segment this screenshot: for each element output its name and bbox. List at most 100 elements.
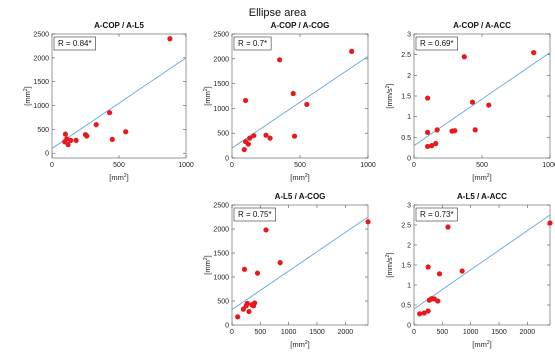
r-label-box: R = 0.7* xyxy=(233,36,272,51)
y-tick-label: 2000 xyxy=(213,56,229,63)
y-tick-label: 3 xyxy=(407,203,411,210)
data-point xyxy=(247,135,253,141)
axes-box xyxy=(413,33,551,159)
x-tick-label: 0 xyxy=(412,329,416,336)
y-tick-label: 1000 xyxy=(213,275,229,282)
data-point xyxy=(445,224,451,230)
r-label: R = 0.75* xyxy=(238,210,272,219)
data-point xyxy=(291,133,298,139)
r-box-frame xyxy=(415,36,458,51)
data-point xyxy=(123,129,129,135)
y-tick-label: 0 xyxy=(225,323,229,330)
y-axis-label: [mm/s2] xyxy=(385,83,394,108)
panel-title: A-COP / A-L5 xyxy=(94,21,144,30)
x-tick-label: 500 xyxy=(294,162,306,169)
data-point xyxy=(62,131,68,137)
y-tick-label: 1000 xyxy=(213,106,229,113)
data-point xyxy=(472,127,478,133)
data-point xyxy=(425,308,431,314)
fit-line xyxy=(52,57,186,149)
data-point xyxy=(531,50,537,56)
fit-line xyxy=(414,214,550,310)
x-tick-label: 0 xyxy=(230,162,234,169)
x-tick-label: 500 xyxy=(113,162,125,169)
r-label-box: R = 0.73* xyxy=(415,207,458,222)
data-point xyxy=(235,314,241,320)
y-tick-label: 1500 xyxy=(33,79,49,86)
r-box-frame xyxy=(233,36,272,51)
y-tick-label: 0.5 xyxy=(401,303,411,310)
data-point xyxy=(241,266,248,272)
data-point xyxy=(84,133,90,139)
data-point xyxy=(244,300,250,306)
r-box-frame xyxy=(415,207,458,222)
data-point xyxy=(349,48,355,54)
data-point xyxy=(107,110,113,116)
data-point xyxy=(68,137,74,143)
panel-title: A-L5 / A-ACC xyxy=(457,192,507,201)
y-tick-label: 2000 xyxy=(33,55,49,62)
figure-title: Ellipse area xyxy=(248,7,307,19)
data-point xyxy=(109,136,115,142)
data-point xyxy=(64,136,70,142)
y-tick-label: 0 xyxy=(407,323,411,330)
data-point xyxy=(486,102,492,108)
y-axis-label: [mm2] xyxy=(203,255,212,274)
panel-title: A-COP / A-COG xyxy=(271,21,330,30)
data-point xyxy=(469,99,476,105)
y-tick-label: 2 xyxy=(407,243,411,250)
data-point xyxy=(425,264,431,270)
fit-line xyxy=(414,52,550,146)
data-point xyxy=(417,311,423,317)
x-axis-label: [mm2] xyxy=(290,173,309,182)
y-tick-label: 1000 xyxy=(33,103,49,110)
y-tick-label: 0 xyxy=(407,156,411,163)
x-axis-label: [mm2] xyxy=(472,173,491,182)
y-tick-label: 0 xyxy=(45,151,49,158)
data-point xyxy=(277,57,283,63)
data-point xyxy=(429,143,435,149)
data-point xyxy=(459,268,465,274)
scatter-panel-5: A-L5 / A-ACC 0 0.5 1 1.5 2 2.5 3 0 500 1000 1500 200… xyxy=(385,192,553,349)
y-tick-label: 1 xyxy=(407,114,411,121)
r-label: R = 0.84* xyxy=(58,39,92,48)
data-point xyxy=(425,143,431,150)
y-tick-label: 2500 xyxy=(213,32,229,39)
x-tick-label: 0 xyxy=(412,162,416,169)
x-tick-label: 500 xyxy=(436,329,448,336)
x-axis-label: [mm2] xyxy=(290,340,309,349)
axes-box xyxy=(231,33,369,159)
scatter-panel-3: A-COP / A-ACC 0 0.5 1 1.5 2 2.5 3 0 500 1000 R = 0.… xyxy=(385,21,555,182)
data-point xyxy=(243,97,249,104)
r-box-frame xyxy=(53,36,96,51)
fit-line xyxy=(232,216,368,311)
data-point xyxy=(304,101,310,108)
x-axis-label: [mm2] xyxy=(109,173,128,182)
y-tick-label: 1.5 xyxy=(401,263,411,270)
x-tick-label: 0 xyxy=(50,162,54,169)
r-label-box: R = 0.84* xyxy=(53,36,96,51)
x-tick-label: 1000 xyxy=(360,162,376,169)
x-tick-label: 1000 xyxy=(178,162,194,169)
y-tick-label: 500 xyxy=(37,127,49,134)
data-point xyxy=(290,90,296,97)
data-point xyxy=(547,220,553,226)
panel-title: A-COP / A-ACC xyxy=(453,21,511,30)
data-point xyxy=(428,296,434,302)
y-tick-label: 3 xyxy=(407,32,411,39)
y-tick-label: 2 xyxy=(407,73,411,80)
data-point xyxy=(65,142,71,148)
data-point xyxy=(435,298,441,304)
y-tick-label: 2.5 xyxy=(401,223,411,230)
data-point xyxy=(421,310,427,316)
y-tick-label: 0 xyxy=(225,156,229,163)
fit-line xyxy=(232,55,368,149)
y-tick-label: 2.5 xyxy=(401,52,411,59)
data-point xyxy=(263,132,269,138)
axes-box xyxy=(231,204,369,326)
y-tick-label: 2000 xyxy=(213,227,229,234)
r-label: R = 0.73* xyxy=(420,210,454,219)
data-point xyxy=(452,128,458,134)
r-box-frame xyxy=(233,207,276,222)
